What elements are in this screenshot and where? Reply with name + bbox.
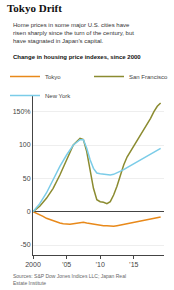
svg-text:Change in housing price indexe: Change in housing price indexes, since 2… bbox=[13, 54, 141, 60]
svg-text:150%: 150% bbox=[13, 108, 31, 115]
svg-text:50: 50 bbox=[23, 175, 31, 182]
svg-text:’15: ’15 bbox=[129, 261, 138, 268]
svg-text:-50: -50 bbox=[20, 241, 30, 248]
svg-text:100: 100 bbox=[19, 141, 31, 148]
svg-text:Tokyo Drift: Tokyo Drift bbox=[7, 2, 62, 14]
svg-text:Tokyo: Tokyo bbox=[45, 74, 61, 80]
svg-text:’10: ’10 bbox=[96, 261, 105, 268]
svg-text:Home prices in some major U.S.: Home prices in some major U.S. cities ha… bbox=[13, 22, 134, 44]
svg-text:San Francisco: San Francisco bbox=[129, 74, 168, 80]
svg-text:Sources: S&P Dow Jones Indices: Sources: S&P Dow Jones Indices LLC; Japa… bbox=[13, 273, 126, 286]
svg-text:0: 0 bbox=[27, 208, 31, 215]
svg-text:’05: ’05 bbox=[62, 261, 71, 268]
svg-text:2000: 2000 bbox=[25, 261, 41, 268]
svg-text:New York: New York bbox=[45, 93, 71, 99]
